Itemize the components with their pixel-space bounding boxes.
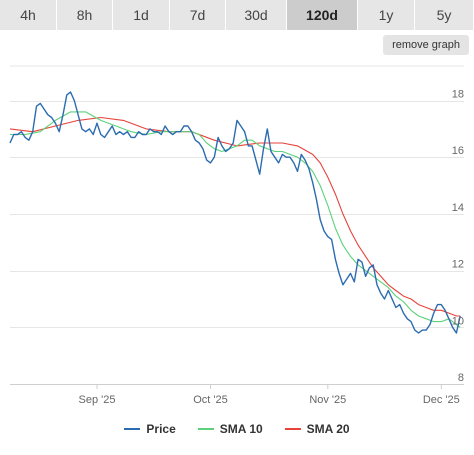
x-tick-label: Sep '25 — [79, 394, 116, 406]
y-tick-label: 10 — [452, 315, 464, 327]
price-chart: 8 10 12 14 16 18 Sep '25 Oct '25 Nov '25 Dec '25 — [9, 65, 464, 406]
legend-item-sma10[interactable]: SMA 10 — [197, 422, 263, 436]
y-tick-label: 12 — [452, 259, 464, 271]
tab-7d[interactable]: 7d — [170, 0, 226, 30]
grid-lines — [10, 65, 464, 385]
timeframe-tabs: 4h 8h 1d 7d 30d 120d 1y 5y — [0, 0, 474, 30]
legend-label-price: Price — [146, 422, 176, 436]
legend-label-sma10: SMA 10 — [219, 422, 263, 436]
tab-1y[interactable]: 1y — [358, 0, 415, 30]
series-line-sma-20 — [9, 116, 461, 317]
remove-graph-button[interactable]: remove graph — [383, 35, 469, 55]
tab-120d[interactable]: 120d — [287, 0, 358, 30]
series-line-sma-10 — [10, 111, 461, 328]
legend-swatch-sma20 — [284, 428, 301, 430]
y-tick-label: 16 — [452, 145, 464, 157]
tab-5y[interactable]: 5y — [415, 0, 474, 30]
tab-30d[interactable]: 30d — [226, 0, 287, 30]
x-tick-label: Dec '25 — [423, 394, 460, 406]
legend-item-price[interactable]: Price — [124, 422, 176, 436]
y-tick-label: 8 — [458, 372, 464, 384]
series-line-price — [9, 91, 461, 334]
legend-item-sma20[interactable]: SMA 20 — [284, 422, 350, 436]
x-axis-ticks: Sep '25 Oct '25 Nov '25 Dec '25 — [79, 384, 460, 406]
x-tick-label: Nov '25 — [309, 394, 346, 406]
legend-swatch-sma10 — [197, 428, 214, 430]
y-axis-ticks: 8 10 12 14 16 18 — [452, 89, 464, 384]
tab-1d[interactable]: 1d — [113, 0, 170, 30]
y-tick-label: 14 — [452, 202, 464, 214]
series-lines — [9, 91, 461, 334]
tab-8h[interactable]: 8h — [57, 0, 113, 30]
x-tick-label: Oct '25 — [193, 394, 228, 406]
chart-legend: Price SMA 10 SMA 20 — [0, 419, 474, 439]
legend-swatch-price — [124, 428, 141, 430]
y-tick-label: 18 — [452, 89, 464, 101]
tab-4h[interactable]: 4h — [0, 0, 57, 30]
legend-label-sma20: SMA 20 — [306, 422, 350, 436]
